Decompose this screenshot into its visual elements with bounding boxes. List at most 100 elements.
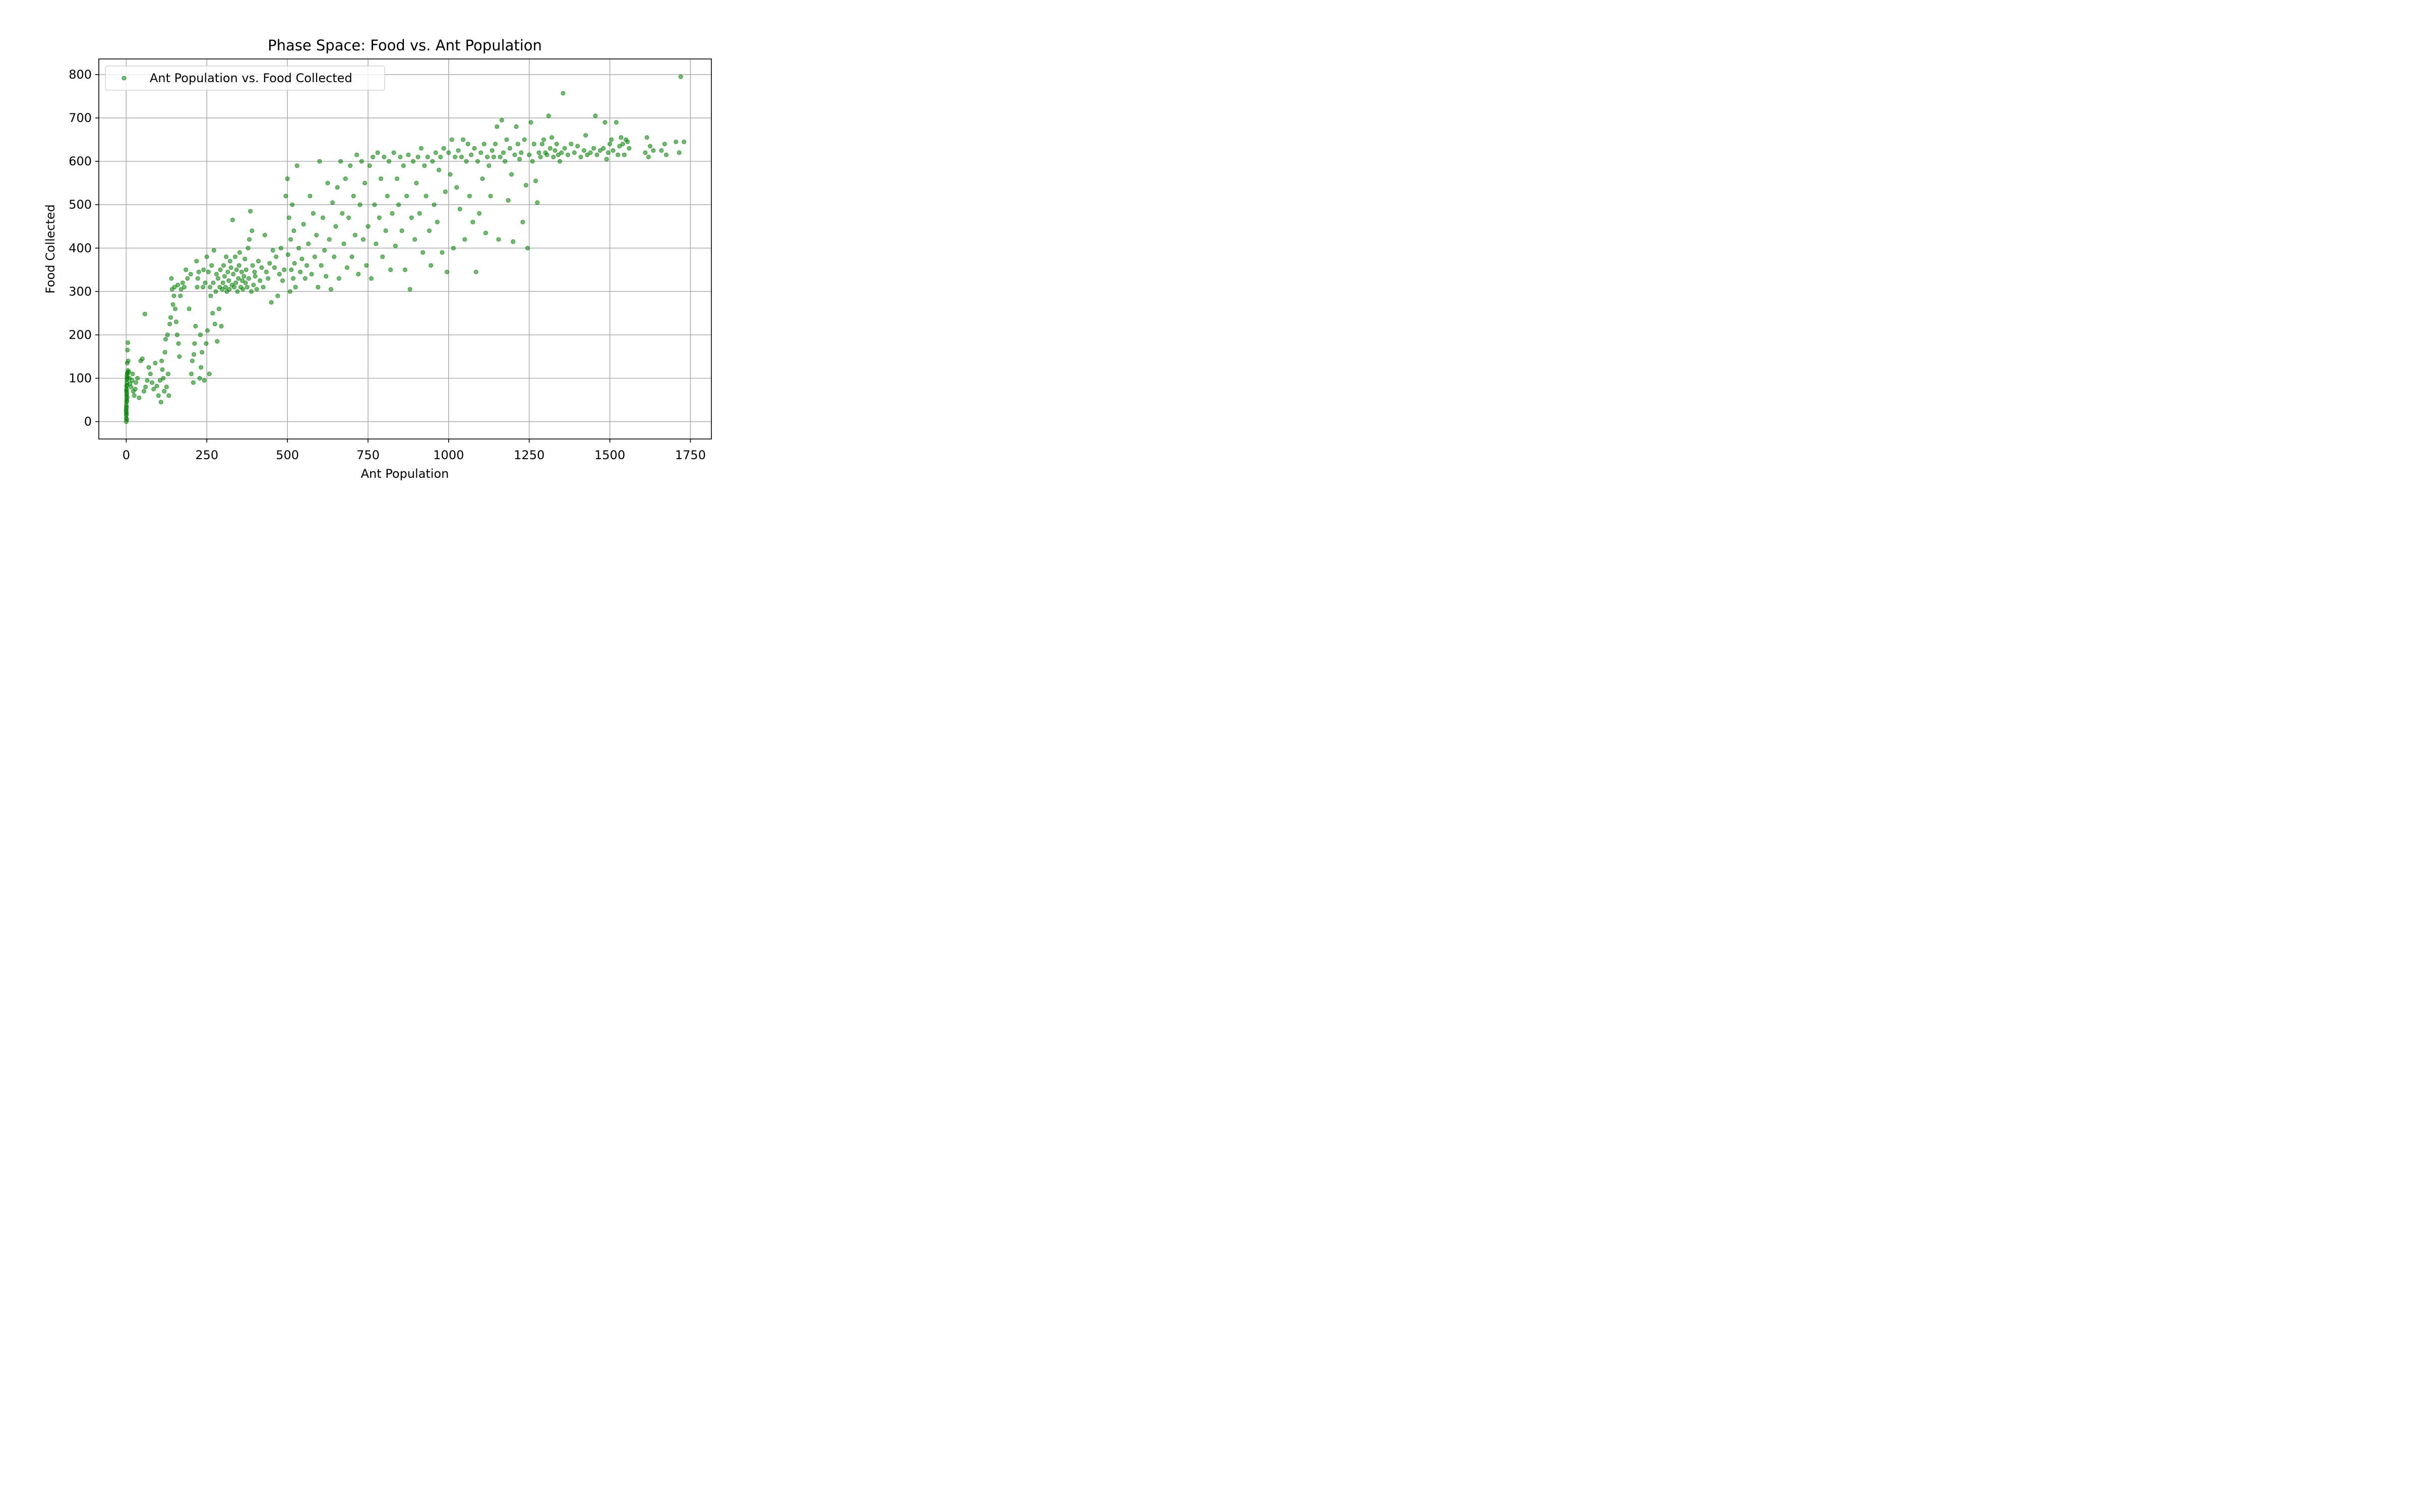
scatter-point	[130, 371, 135, 376]
scatter-point	[190, 358, 195, 363]
scatter-point	[247, 237, 252, 242]
scatter-point	[578, 155, 583, 159]
scatter-point	[280, 278, 285, 283]
scatter-point	[142, 389, 146, 394]
scatter-point	[137, 395, 142, 400]
scatter-point	[360, 237, 366, 242]
scatter-point	[216, 276, 221, 281]
scatter-point	[251, 282, 256, 287]
scatter-point	[308, 194, 313, 199]
scatter-point	[565, 152, 570, 157]
scatter-point	[270, 248, 275, 253]
scatter-point	[228, 265, 233, 270]
scatter-point	[126, 340, 131, 345]
scatter-point	[499, 117, 504, 122]
scatter-point	[525, 245, 530, 250]
scatter-point	[126, 358, 131, 363]
scatter-point	[678, 74, 683, 79]
scatter-point	[557, 159, 562, 164]
scatter-point	[404, 194, 409, 199]
scatter-point	[507, 146, 512, 151]
scatter-point	[135, 376, 140, 381]
scatter-point	[674, 139, 679, 144]
scatter-point	[553, 148, 558, 153]
scatter-point	[343, 176, 348, 181]
y-axis-ticks: 0 100 200 300 400 500 600 700 800	[69, 68, 99, 429]
scatter-point	[296, 245, 301, 250]
scatter-point	[464, 159, 469, 164]
scatter-point	[154, 384, 159, 389]
scatter-point	[385, 194, 390, 199]
scatter-point	[227, 259, 232, 264]
scatter-point	[231, 272, 236, 277]
y-tick-label: 800	[69, 68, 92, 82]
scatter-point	[168, 315, 173, 320]
scatter-point	[659, 148, 664, 153]
scatter-point	[208, 293, 213, 298]
scatter-point	[459, 155, 464, 159]
scatter-point	[227, 287, 232, 292]
scatter-point	[427, 228, 432, 233]
scatter-point	[204, 341, 209, 346]
scatter-point	[366, 224, 371, 229]
scatter-point	[509, 172, 514, 177]
scatter-point	[469, 152, 474, 157]
scatter-point	[480, 176, 485, 181]
scatter-point	[235, 289, 240, 294]
scatter-point	[248, 209, 253, 214]
scatter-point	[648, 144, 652, 149]
scatter-point	[520, 220, 525, 225]
scatter-point	[250, 228, 255, 233]
scatter-point	[187, 306, 192, 311]
scatter-point	[222, 274, 227, 279]
scatter-point	[391, 150, 396, 155]
scatter-point	[330, 200, 335, 205]
scatter-point	[306, 241, 311, 246]
y-tick-label: 700	[69, 111, 92, 125]
scatter-point	[677, 150, 682, 155]
y-tick-label: 100	[69, 371, 92, 385]
scatter-point	[530, 159, 535, 164]
scatter-point	[535, 200, 540, 205]
legend-label: Ant Population vs. Food Collected	[150, 71, 352, 85]
scatter-point	[332, 255, 337, 259]
scatter-point	[205, 328, 210, 333]
scatter-point	[490, 148, 495, 153]
x-tick-label: 1750	[675, 448, 706, 462]
scatter-point	[240, 287, 246, 292]
scatter-point	[462, 237, 467, 242]
scatter-point	[262, 233, 267, 237]
scatter-point	[377, 215, 382, 220]
scatter-point	[162, 389, 167, 394]
scatter-point	[278, 245, 283, 250]
scatter-point	[457, 207, 462, 212]
scatter-point	[290, 202, 295, 207]
scatter-point	[261, 285, 266, 290]
scatter-point	[201, 267, 206, 272]
scatter-point	[125, 417, 130, 422]
scatter-point	[322, 248, 327, 253]
scatter-point	[620, 142, 625, 147]
scatter-point	[188, 272, 193, 277]
scatter-point	[218, 267, 223, 272]
scatter-point	[523, 183, 528, 187]
scatter-point	[409, 215, 414, 220]
scatter-point	[575, 144, 580, 149]
scatter-point	[461, 137, 466, 142]
scatter-point	[275, 293, 280, 298]
scatter-point	[194, 259, 199, 264]
scatter-point	[174, 332, 179, 337]
scatter-point	[199, 365, 204, 370]
scatter-point	[501, 150, 506, 155]
scatter-point	[164, 385, 169, 390]
scatter-point	[354, 152, 359, 157]
scatter-point	[437, 167, 442, 172]
scatter-point	[124, 404, 129, 409]
scatter-point	[196, 270, 201, 275]
scatter-point	[451, 245, 456, 250]
scatter-point	[422, 163, 427, 168]
scatter-point	[682, 139, 687, 144]
scatter-point	[512, 152, 517, 157]
scatter-point	[424, 194, 429, 199]
scatter-point	[236, 276, 241, 281]
